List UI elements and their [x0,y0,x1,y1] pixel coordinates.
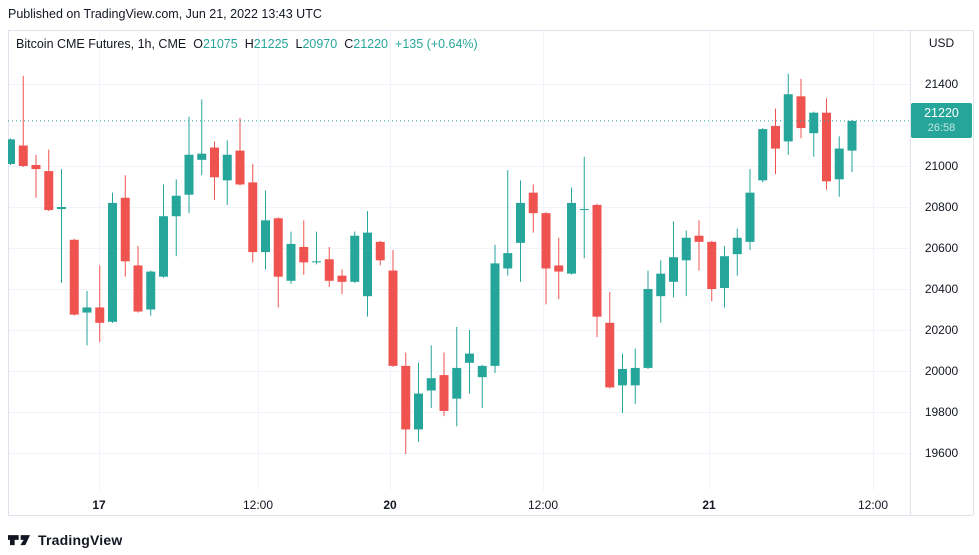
price-tick-label: 20200 [924,323,959,337]
price-tick-label: 20800 [924,200,959,214]
price-tick-label: 20400 [924,282,959,296]
price-tick-label: 21400 [924,77,959,91]
chart-legend[interactable]: Bitcoin CME Futures, 1h, CME O21075 H212… [16,37,478,51]
time-tick-label: 12:00 [242,498,274,512]
tradingview-logo[interactable]: TradingView [8,529,122,551]
time-tick-label: 12:00 [527,498,559,512]
gridlines [8,30,910,490]
price-tick-label: 21000 [924,159,959,173]
price-tick-label: 19800 [924,405,959,419]
symbol-title: Bitcoin CME Futures, 1h, CME [16,37,187,51]
time-tick-label: 12:00 [857,498,889,512]
candle-countdown: 26:58 [927,121,956,134]
ohlc-low: L20970 [295,37,338,51]
current-price-value: 21220 [924,106,959,121]
ohlc-close: C21220 [344,37,389,51]
price-change: +135 (+0.64%) [395,37,478,51]
price-axis[interactable]: 21400 21000 20800 20600 20400 20200 20000 19800… [910,30,973,515]
tradingview-wordmark: TradingView [38,532,123,548]
ohlc-high: H21225 [244,37,289,51]
tradingview-logo-icon [8,534,30,545]
price-tick-label: 20600 [924,241,959,255]
currency-label: USD [928,36,955,50]
current-price-label: 21220 26:58 [911,103,972,139]
time-axis[interactable]: 17 12:00 20 12:00 21 12:00 [0,496,979,516]
published-caption: Published on TradingView.com, Jun 21, 20… [8,7,322,21]
time-tick-label: 21 [702,498,716,512]
candles-layer [8,73,857,455]
pane-borders [8,30,974,516]
price-tick-label: 19600 [924,446,959,460]
time-tick-label: 17 [92,498,106,512]
time-tick-label: 20 [383,498,397,512]
price-tick-label: 20000 [924,364,959,378]
ohlc-open: O21075 [193,37,238,51]
